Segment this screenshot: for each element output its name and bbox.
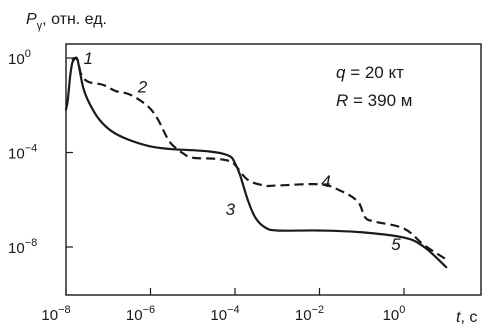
param-r: R = 390 м [336, 91, 412, 110]
y-axis-label: Pγ, отн. ед. [26, 11, 107, 32]
param-q: q = 20 кт [336, 63, 404, 82]
y-axis-units: , отн. ед. [42, 11, 107, 28]
param-r-symbol: R [336, 91, 348, 110]
x-axis-label: t, с [456, 309, 477, 326]
x-axis-symbol: t [456, 309, 461, 326]
curve-label-2: 2 [137, 77, 148, 96]
curve-label-3: 3 [226, 200, 236, 219]
param-q-value: = 20 кт [345, 63, 404, 82]
curve-label-1: 1 [84, 49, 93, 68]
axis-ticks [65, 57, 405, 295]
dashed-curve [71, 56, 447, 261]
x-axis-units: , с [460, 309, 477, 326]
y-tick-label: 100 [8, 48, 31, 68]
x-tick-label: 10−8 [41, 304, 70, 324]
y-tick-label: 10−4 [8, 143, 37, 163]
x-tick-label: 10−6 [126, 304, 155, 324]
x-tick-label: 100 [383, 304, 406, 324]
solid-curve [64, 56, 448, 269]
x-tick-label: 10−2 [295, 304, 324, 324]
y-axis-subscript: γ [37, 20, 43, 32]
plot-frame [65, 43, 482, 296]
curve-label-4: 4 [321, 172, 330, 191]
curve-label-5: 5 [391, 235, 401, 254]
y-axis-symbol: P [26, 11, 37, 28]
tick-labels: 10−8 10−6 10−4 10−2 100 100 10−4 10−8 [8, 48, 405, 324]
curve-labels: 1 2 3 4 5 [84, 49, 402, 254]
curves [64, 56, 448, 269]
x-tick-label: 10−4 [210, 304, 239, 324]
param-r-value: = 390 м [348, 91, 412, 110]
param-q-symbol: q [336, 63, 346, 82]
y-tick-label: 10−8 [8, 237, 37, 257]
